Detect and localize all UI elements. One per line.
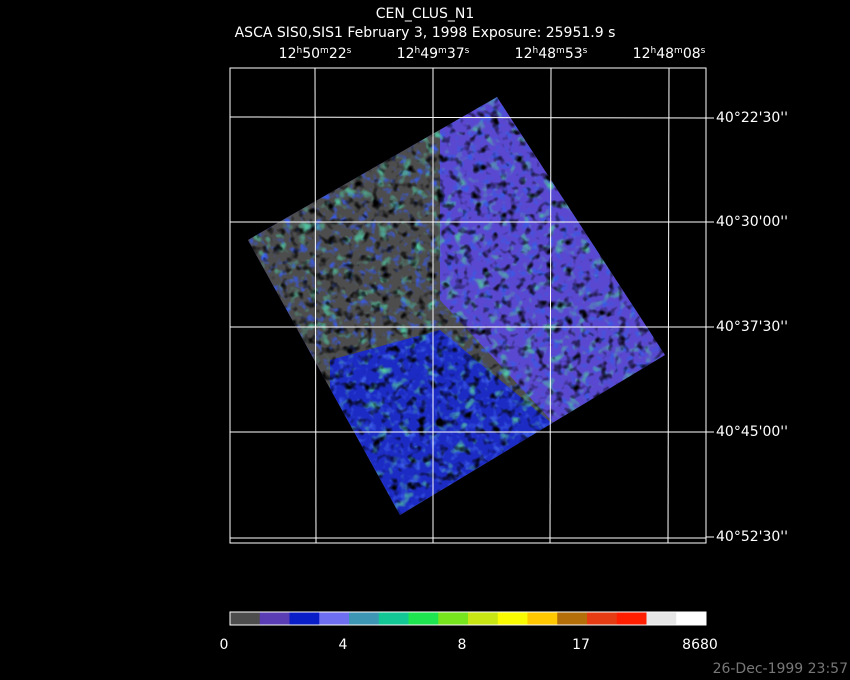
colorbar-label: 0 — [220, 637, 229, 653]
colorbar-swatch — [676, 612, 707, 625]
colorbar-swatch — [527, 612, 558, 625]
colorbar-swatch — [587, 612, 618, 625]
colorbar-swatch — [319, 612, 350, 625]
colorbar-label: 4 — [339, 637, 348, 653]
colorbar-swatch — [557, 612, 588, 625]
colorbar-swatch — [230, 612, 261, 625]
colorbar-label: 17 — [572, 637, 590, 653]
coordinate-grid — [229, 67, 707, 544]
colorbar-label: 8680 — [682, 637, 718, 653]
ra-label: 12h48m53s — [515, 46, 588, 62]
colorbar-swatch — [616, 612, 647, 625]
colorbar-swatch — [468, 612, 499, 625]
colorbar-swatch — [378, 612, 409, 625]
colorbar-swatch — [349, 612, 380, 625]
colorbar-swatch — [259, 612, 290, 625]
dec-label: 40°22'30'' — [716, 110, 788, 126]
colorbar: 0 4 8 17 8680 — [220, 611, 718, 653]
title: CEN_CLUS_N1 — [376, 6, 475, 22]
dec-label: 40°52'30'' — [716, 529, 788, 545]
subtitle: ASCA SIS0,SIS1 February 3, 1998 Exposure… — [235, 25, 616, 41]
colorbar-label: 8 — [458, 637, 467, 653]
dec-label: 40°45'00'' — [716, 424, 788, 440]
timestamp: 26-Dec-1999 23:57 — [713, 661, 848, 677]
colorbar-swatch — [408, 612, 439, 625]
ra-label: 12h50m22s — [279, 46, 352, 62]
dec-label: 40°30'00'' — [716, 214, 788, 230]
colorbar-frame — [229, 611, 707, 626]
ra-label: 12h49m37s — [397, 46, 470, 62]
colorbar-swatch — [497, 612, 528, 625]
colorbar-swatch — [646, 612, 677, 625]
x-ray-image — [248, 97, 665, 515]
ra-labels: 12h50m22s 12h49m37s 12h48m53s 12h48m08s — [279, 46, 706, 62]
ra-label: 12h48m08s — [633, 46, 706, 62]
dec-label: 40°37'30'' — [716, 319, 788, 335]
colorbar-swatch — [438, 612, 469, 625]
colorbar-swatch — [289, 612, 320, 625]
dec-labels: 40°22'30'' 40°30'00'' 40°37'30'' 40°45'00''… — [706, 110, 788, 545]
